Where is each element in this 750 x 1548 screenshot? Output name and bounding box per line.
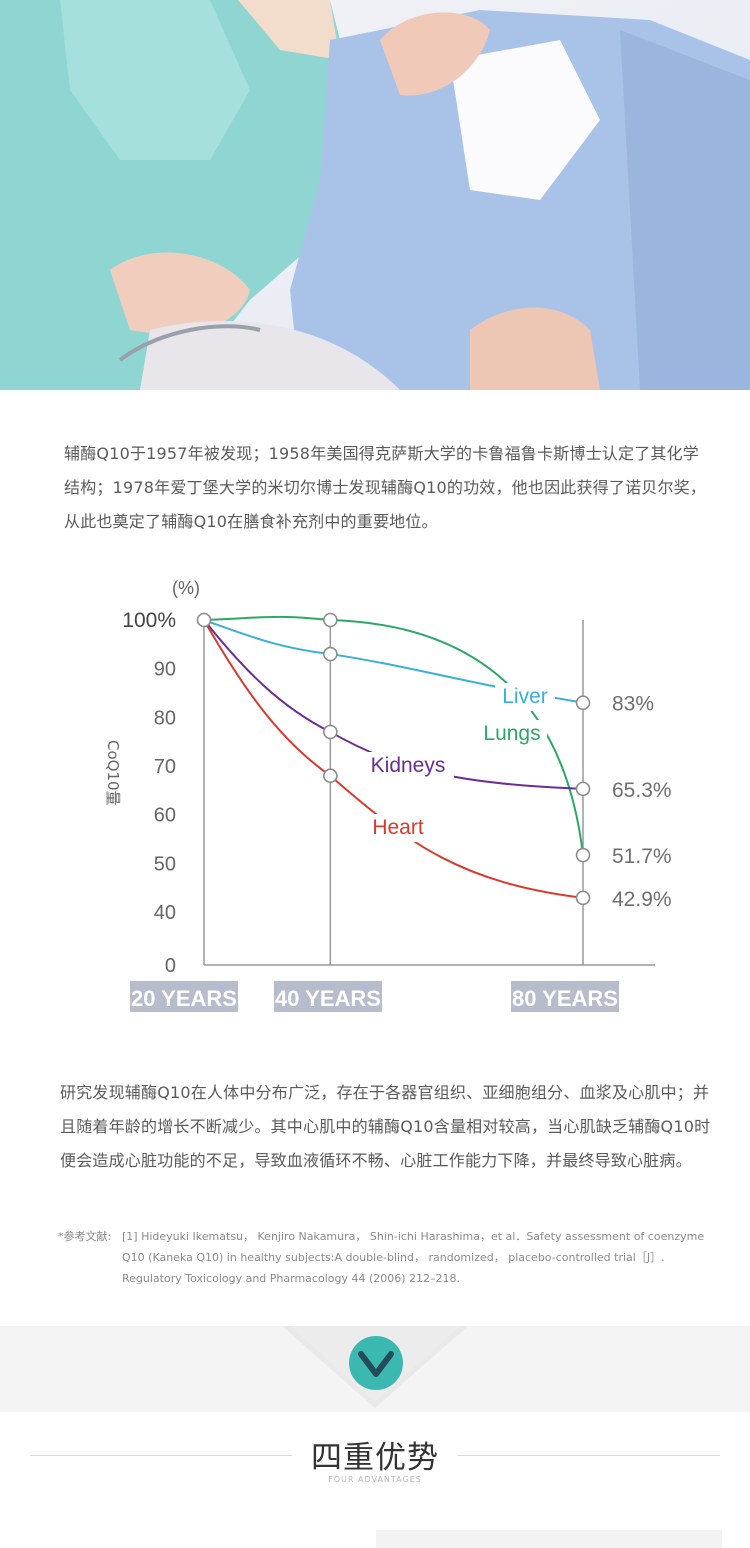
y-tick-label: 50 (154, 853, 176, 875)
series-label-gap (477, 720, 547, 748)
series-line-lungs (203, 615, 584, 856)
series-label-gap (362, 752, 454, 780)
data-point-marker (575, 847, 591, 863)
body-paragraph: 研究发现辅酶Q10在人体中分布广泛，存在于各器官组织、亚细胞组分、血浆及心肌中；… (60, 1083, 711, 1170)
y-tick-label: 0 (165, 955, 176, 977)
section-divider-band (0, 1326, 750, 1412)
intro-paragraph: 辅酶Q10于1957年被发现；1958年美国得克萨斯大学的卡鲁福鲁卡斯博士认定了… (64, 444, 707, 531)
divider-graphic (282, 1326, 468, 1408)
end-value-label: 65.3% (612, 779, 672, 802)
end-value-label: 42.9% (612, 888, 672, 911)
year-label-background (274, 981, 382, 1012)
year-label-text: 80 YEARS (512, 986, 618, 1011)
year-label-background (130, 981, 238, 1012)
year-label-text: 20 YEARS (131, 986, 237, 1011)
hero-photo (0, 0, 750, 390)
data-point-marker (323, 646, 338, 662)
data-point-marker (575, 695, 591, 711)
data-point-marker (323, 724, 338, 740)
reference-text: [1] Hideyuki Ikematsu， Kenjiro Nakamura，… (122, 1230, 705, 1285)
data-point-marker (196, 612, 212, 628)
end-value-label: 83% (612, 693, 654, 716)
coq10-decline-chart: (%) CoQ10量 100% 90 80 70 60 50 40 0 Liver 83% Lun… (104, 578, 672, 1012)
title-divider-left (30, 1455, 292, 1456)
data-point-marker (323, 768, 338, 784)
series-label-kidneys: Kidneys (371, 754, 446, 777)
x-axis-year-label: 40 YEARS (274, 981, 382, 1012)
data-point-marker (575, 890, 591, 906)
data-point-marker (575, 781, 591, 797)
series-label-gap (362, 814, 434, 842)
y-tick-label: 90 (154, 659, 176, 681)
chevron-down-icon (358, 1351, 394, 1377)
year-label-text: 40 YEARS (275, 986, 381, 1011)
chevron-badge[interactable] (349, 1336, 403, 1390)
reference-label: *参考文献: (58, 1230, 112, 1243)
title-divider-right (458, 1455, 720, 1456)
x-axis-year-label: 20 YEARS (130, 981, 238, 1012)
end-value-label: 51.7% (612, 845, 672, 868)
section-subtitle: FOUR ADVANTAGES (328, 1475, 422, 1484)
section-title: 四重优势 (311, 1440, 439, 1476)
series-line-heart (203, 619, 584, 899)
series-label-lungs: Lungs (483, 722, 540, 745)
series-label-gap (495, 683, 555, 711)
year-label-background (511, 981, 619, 1012)
x-axis-year-label: 80 YEARS (511, 981, 619, 1012)
caregiver-photo (0, 0, 750, 390)
y-tick-label: 70 (154, 756, 176, 778)
chart-unit-label: (%) (172, 578, 200, 598)
advantage-card (376, 1530, 722, 1548)
y-tick-label: 100% (122, 609, 176, 632)
section-header: 四重优势 FOUR ADVANTAGES (0, 1420, 750, 1500)
y-tick-label: 60 (154, 805, 176, 827)
series-label-heart: Heart (372, 816, 424, 839)
y-tick-label: 80 (154, 707, 176, 729)
data-point-marker (323, 612, 338, 628)
y-axis-label: CoQ10量 (104, 740, 122, 806)
y-tick-label: 40 (154, 902, 176, 924)
series-label-liver: Liver (502, 685, 548, 708)
